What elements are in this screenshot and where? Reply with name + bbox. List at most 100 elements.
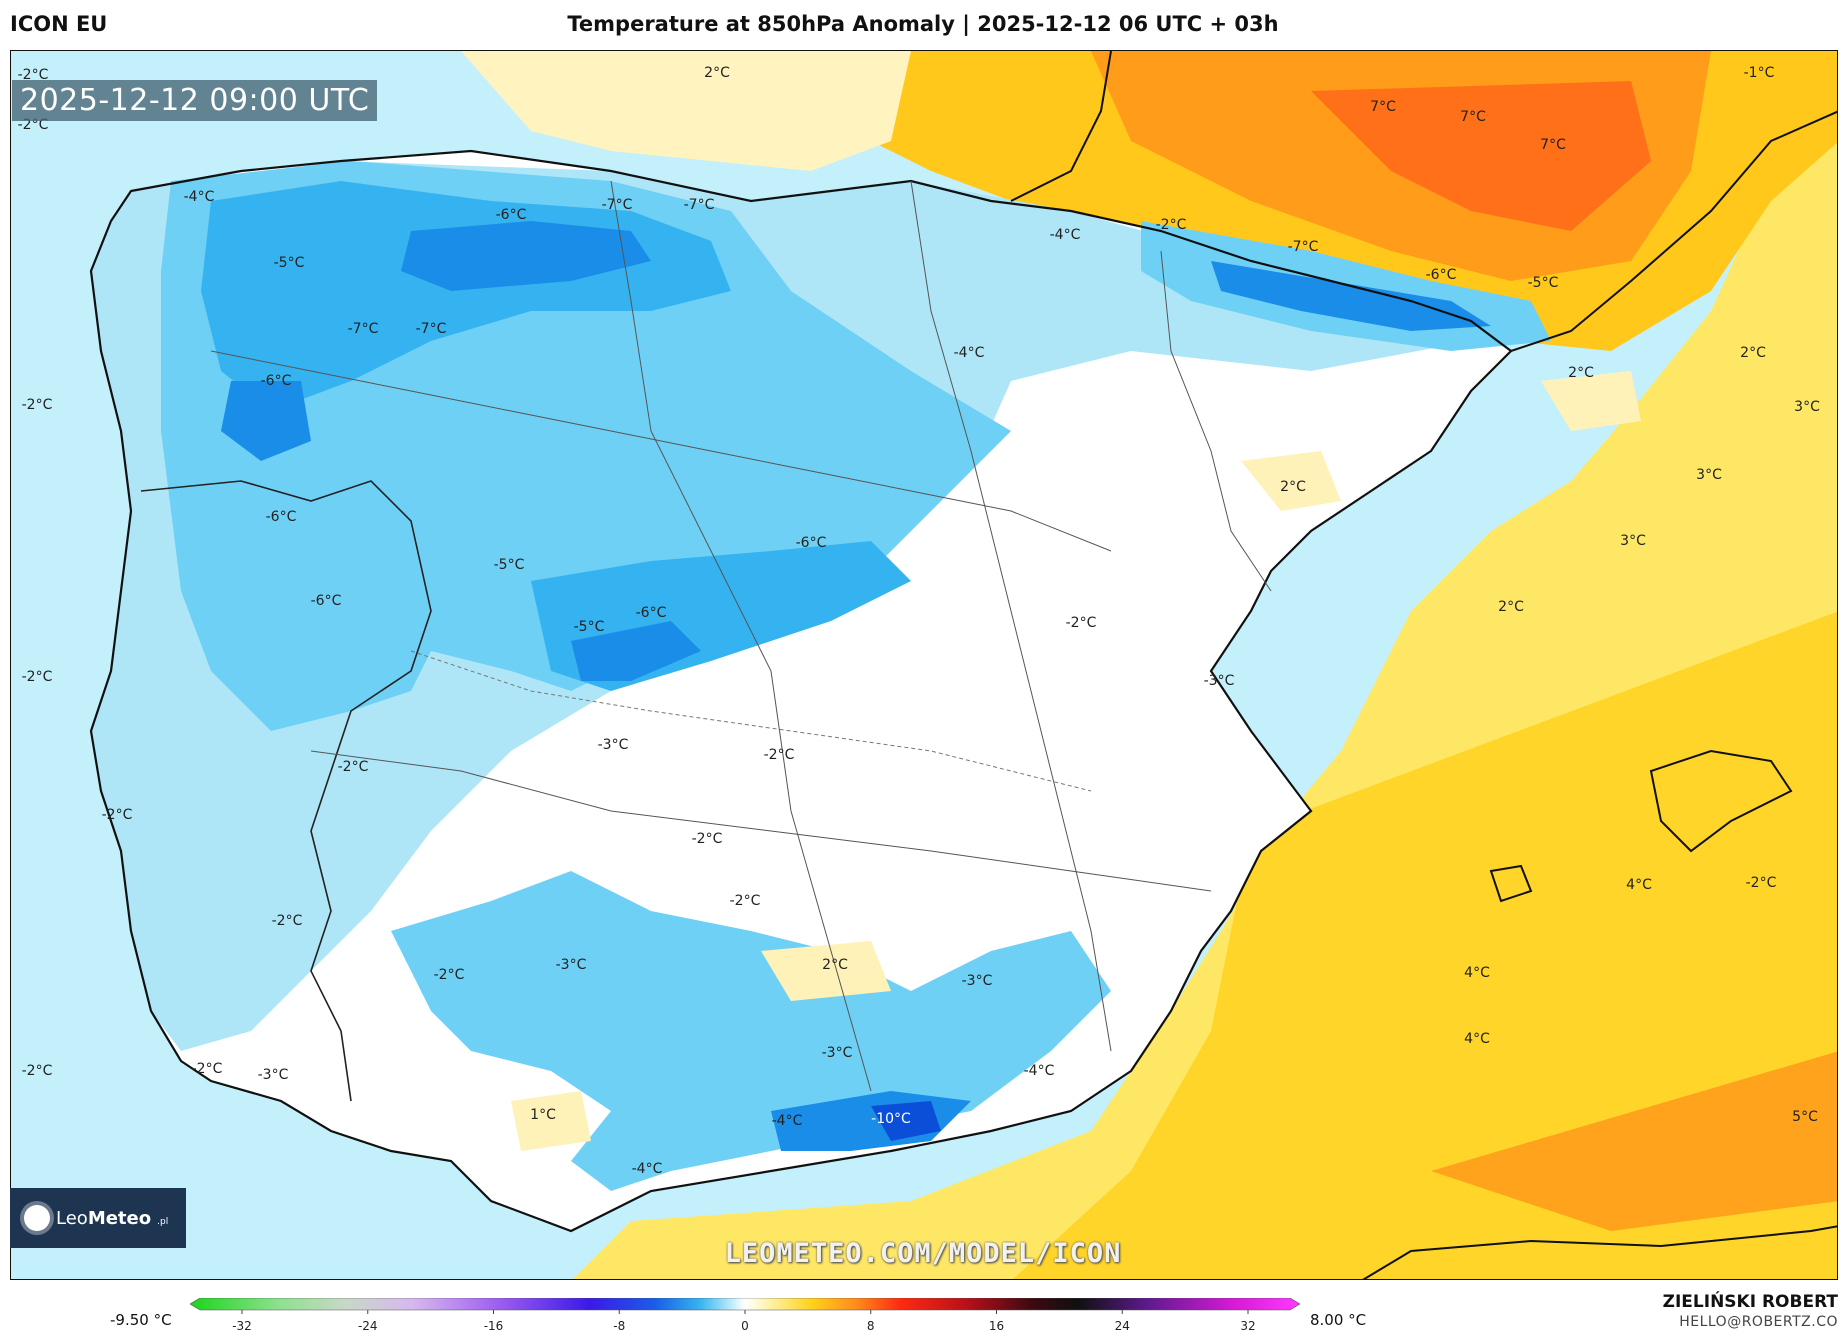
author-email: HELLO@ROBERTZ.CO — [1679, 1314, 1838, 1330]
temperature-label: -2°C — [18, 117, 49, 133]
temperature-label: -2°C — [338, 759, 369, 775]
temperature-label: 7°C — [1460, 109, 1486, 125]
temperature-label: -2°C — [102, 807, 133, 823]
temperature-label: -2°C — [22, 397, 53, 413]
ibiza-coast — [1489, 864, 1533, 903]
region-border-3 — [910, 180, 1112, 1052]
temperature-label: -7°C — [348, 321, 379, 337]
temperature-label: -3°C — [1204, 673, 1235, 689]
temperature-label: -4°C — [184, 189, 215, 205]
logo-suffix: .pl — [157, 1217, 169, 1227]
sun-icon — [24, 1205, 50, 1231]
valid-time-box: 2025-12-12 09:00 UTC — [12, 80, 378, 121]
temperature-label: -10°C — [871, 1111, 911, 1127]
temperature-label: -6°C — [636, 605, 667, 621]
temperature-anomaly-map: -2°C -2°C 2°C -1°C 7°C 7°C 7°C -4°C -6°C -7°C -7°C… — [11, 51, 1837, 1279]
temperature-label: -6°C — [1426, 267, 1457, 283]
temperature-label: -2°C — [1746, 875, 1777, 891]
temperature-label: -7°C — [602, 197, 633, 213]
temperature-label: -2°C — [272, 913, 303, 929]
temperature-label: 3°C — [1696, 467, 1722, 483]
warm-spot-southeast — [1431, 1051, 1837, 1231]
temperature-label: -5°C — [1528, 275, 1559, 291]
temperature-label: -7°C — [416, 321, 447, 337]
temperature-label: -2°C — [434, 967, 465, 983]
temperature-label: 4°C — [1464, 965, 1490, 981]
colorbar-tick-label: -16 — [484, 1319, 504, 1333]
temperature-label: -5°C — [574, 619, 605, 635]
temperature-label: -2°C — [22, 669, 53, 685]
temperature-label: -3°C — [556, 957, 587, 973]
temperature-label: 4°C — [1626, 877, 1652, 893]
region-border-2 — [610, 180, 872, 1092]
colorbar-ticks: -32 -24 -16 -8 0 8 16 24 32 — [232, 1310, 1256, 1333]
temperature-label: -6°C — [496, 207, 527, 223]
colorbar-tick-label: -32 — [232, 1319, 252, 1333]
temperature-label: 2°C — [704, 65, 730, 81]
leometeo-logo: LeoMeteo .pl — [10, 1188, 186, 1248]
temperature-label: 4°C — [1464, 1031, 1490, 1047]
temperature-label: -3°C — [962, 973, 993, 989]
colorbar-tick-label: -24 — [358, 1319, 378, 1333]
temperature-label: -1°C — [1744, 65, 1775, 81]
temperature-label: -6°C — [311, 593, 342, 609]
temperature-label: -2°C — [730, 893, 761, 909]
region-border-4 — [310, 750, 1212, 892]
temperature-label: 7°C — [1540, 137, 1566, 153]
cold-anomaly-peak-south — [871, 1101, 941, 1141]
cold-anomaly-core-centre — [571, 621, 701, 681]
warm-patch-andalusia — [761, 941, 891, 1001]
temperature-label: -4°C — [954, 345, 985, 361]
warm-patch-huelva — [511, 1091, 591, 1151]
temperature-label: 1°C — [530, 1107, 556, 1123]
temperature-label: -3°C — [822, 1045, 853, 1061]
cold-anomaly-core-galicia — [221, 381, 311, 461]
temperature-label: -5°C — [274, 255, 305, 271]
cold-anomaly-pyrenees-core — [1211, 261, 1491, 331]
temperature-label: -4°C — [1050, 227, 1081, 243]
africa-coast — [1362, 1225, 1837, 1279]
temperature-label: -2°C — [18, 67, 49, 83]
temperature-label: -4°C — [632, 1161, 663, 1177]
temperature-label: 7°C — [1370, 99, 1396, 115]
biscay-light — [461, 51, 911, 171]
temperature-label: -2°C — [192, 1061, 223, 1077]
temperature-label: -2°C — [764, 747, 795, 763]
temperature-label: 5°C — [1792, 1109, 1818, 1125]
warm-patch-catalonia — [1541, 371, 1641, 431]
temperature-label: 3°C — [1794, 399, 1820, 415]
colorbar-tick-label: -8 — [613, 1319, 625, 1333]
temperature-label: -6°C — [266, 509, 297, 525]
temperature-label: -7°C — [1288, 239, 1319, 255]
france-coast-north — [1010, 51, 1112, 202]
temperature-label: -5°C — [494, 557, 525, 573]
logo-text: LeoMeteo — [56, 1207, 152, 1229]
warm-patch-ebro — [1241, 451, 1341, 511]
temperature-label: 2°C — [1280, 479, 1306, 495]
temperature-label: -6°C — [796, 535, 827, 551]
temperature-label: 2°C — [1498, 599, 1524, 615]
iberia-coastline — [89, 149, 1513, 1233]
colorbar: -32 -24 -16 -8 0 8 16 24 32 — [190, 1298, 1300, 1333]
colorbar-gradient — [190, 1298, 1300, 1311]
colorbar-tick-label: 0 — [741, 1319, 749, 1333]
portugal-spain-border — [140, 480, 432, 1102]
temperature-label: -2°C — [1156, 217, 1187, 233]
colorbar-tick-label: 8 — [867, 1319, 875, 1333]
colorbar-max-label: 8.00 °C — [1310, 1311, 1367, 1329]
temperature-label: 2°C — [1740, 345, 1766, 361]
temperature-label: -4°C — [1024, 1063, 1055, 1079]
temperature-label: -4°C — [772, 1113, 803, 1129]
colorbar-tick-label: 16 — [989, 1319, 1004, 1333]
cold-anomaly-core-north — [401, 221, 651, 291]
temperature-label: 2°C — [1568, 365, 1594, 381]
region-border-1 — [210, 350, 1112, 552]
temperature-label: 3°C — [1620, 533, 1646, 549]
colorbar-tick-label: 24 — [1115, 1319, 1130, 1333]
france-coast-south — [1510, 110, 1837, 352]
warm-france-peak — [1311, 81, 1651, 231]
temperature-label: -3°C — [258, 1067, 289, 1083]
temperature-label: -2°C — [1066, 615, 1097, 631]
temperature-labels: -2°C -2°C 2°C -1°C 7°C 7°C 7°C -4°C -6°C -7°C -7°C… — [18, 65, 1820, 1177]
contour-line-1 — [410, 650, 1092, 792]
